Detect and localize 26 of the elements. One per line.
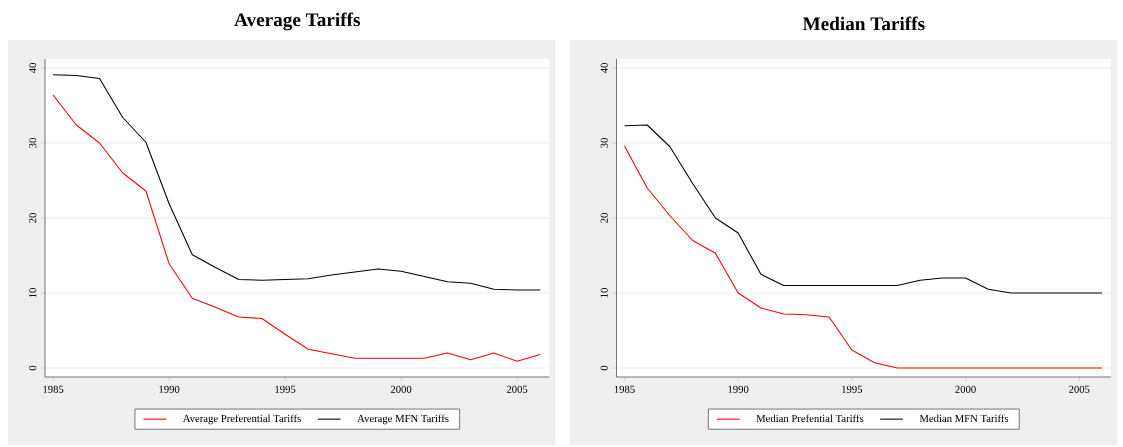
legend-label: Average Preferential Tariffs — [182, 414, 301, 425]
y-tick-label: 40 — [600, 63, 608, 74]
x-tick-label: 2005 — [506, 385, 528, 393]
legend-label: Average MFN Tariffs — [357, 414, 449, 425]
y-tick-label: 40 — [29, 63, 37, 74]
x-tick-label: 2000 — [390, 385, 412, 393]
x-tick-label: 1985 — [614, 385, 635, 393]
legend-label: Median MFN Tariffs — [919, 414, 1009, 423]
legend-label: Median Prefential Tariffs — [756, 414, 864, 423]
chart-title: Average Tariffs — [234, 12, 361, 31]
x-tick-label: 1985 — [43, 385, 64, 393]
chart-title: Median Tariffs — [802, 16, 925, 31]
y-tick-label: 0 — [29, 365, 37, 371]
y-tick-label: 20 — [600, 213, 608, 223]
y-tick-label: 0 — [600, 365, 608, 371]
x-tick-label: 1990 — [728, 385, 749, 393]
y-tick-label: 20 — [29, 213, 37, 223]
x-tick-label: 2005 — [1069, 385, 1090, 393]
y-tick-label: 30 — [29, 138, 37, 148]
x-tick-label: 1990 — [159, 385, 180, 393]
y-tick-label: 30 — [600, 138, 608, 148]
x-tick-label: 2000 — [955, 385, 976, 393]
x-tick-label: 1995 — [275, 385, 296, 393]
y-tick-label: 10 — [29, 288, 37, 298]
x-tick-label: 1995 — [842, 385, 863, 393]
y-tick-label: 10 — [600, 288, 608, 298]
